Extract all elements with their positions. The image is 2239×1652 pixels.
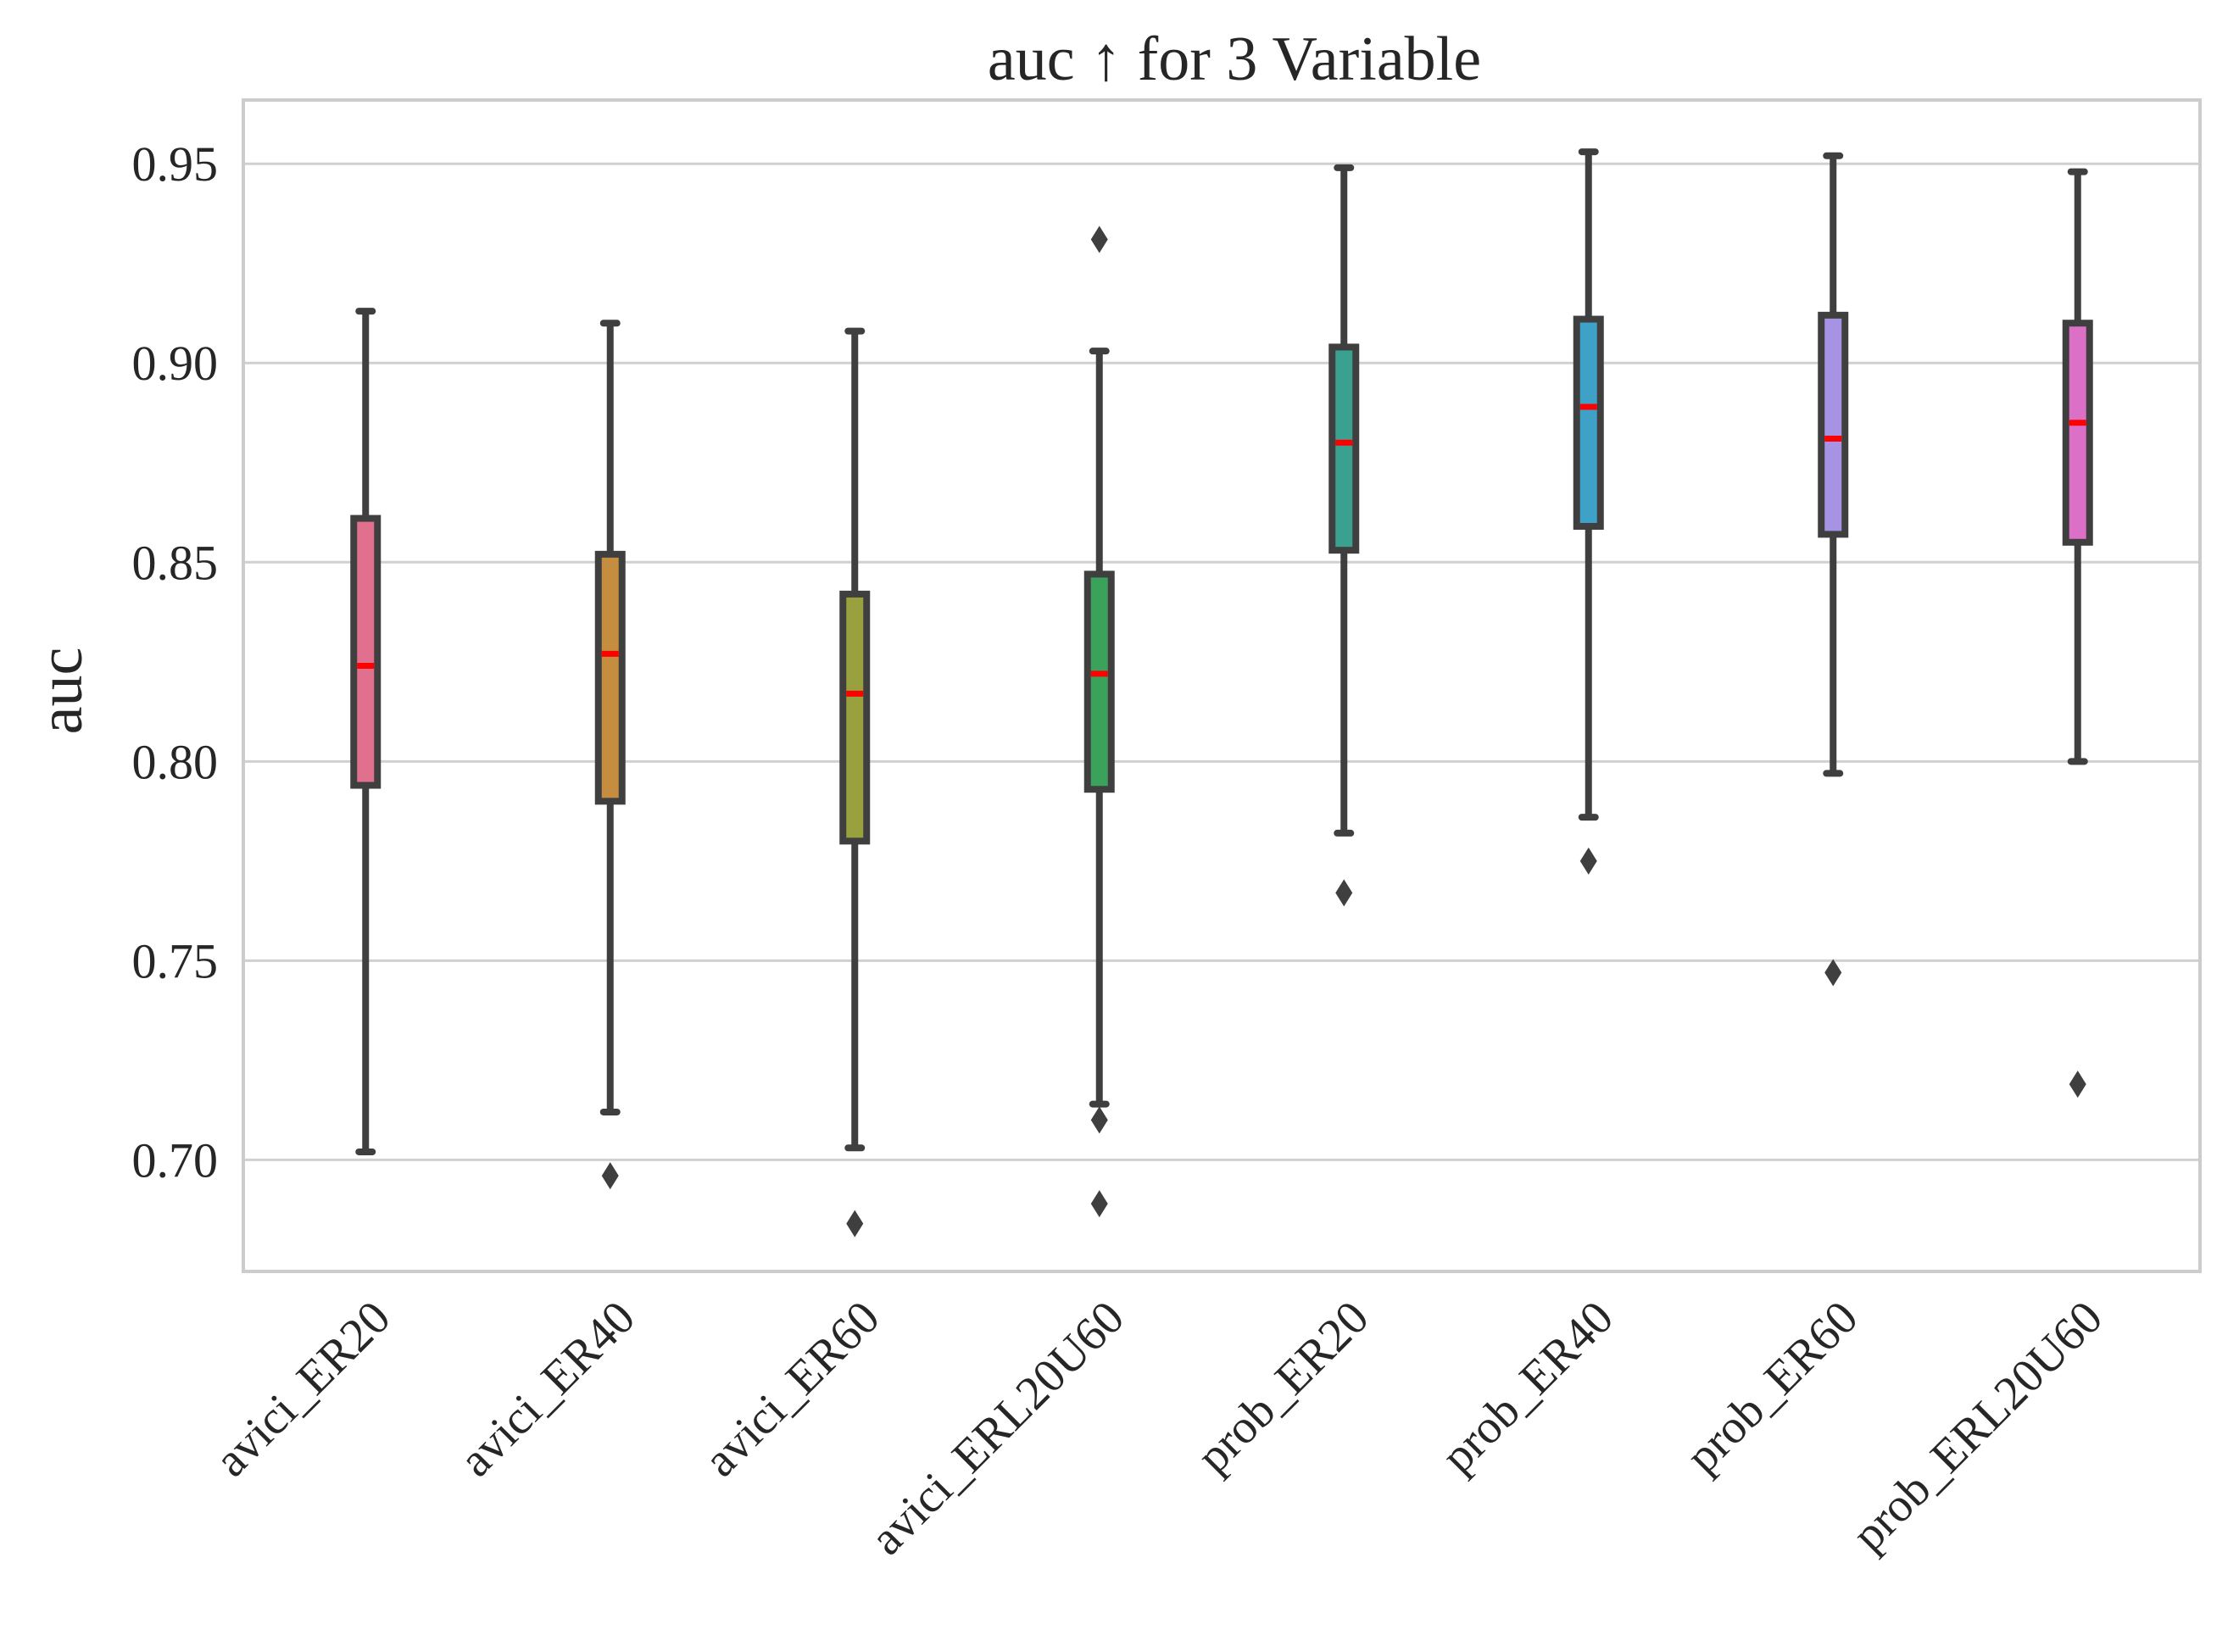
x-tick-label: prob_ER40 xyxy=(1432,1291,1624,1482)
outlier-point xyxy=(601,1162,619,1190)
x-axis-ticks: avici_ER20 avici_ER40 avici_ER60avici_ERL2… xyxy=(205,1291,2113,1565)
box xyxy=(1573,315,1604,530)
box-group-prob_ER20 xyxy=(1328,164,1360,907)
box-group-avici_ER60 xyxy=(839,327,871,1238)
y-tick-label: 0.90 xyxy=(132,336,219,391)
box xyxy=(1328,343,1360,554)
x-tick-label: prob_ERL20U60 xyxy=(1842,1291,2113,1561)
outlier-point xyxy=(1090,1106,1108,1134)
box xyxy=(2062,320,2093,546)
y-tick-label: 0.85 xyxy=(132,535,219,590)
box xyxy=(1083,570,1115,793)
box xyxy=(594,550,626,805)
box-group-prob_ER40 xyxy=(1573,148,1604,875)
box-group-avici_ERL20U60 xyxy=(1083,225,1115,1218)
outlier-point xyxy=(2069,1071,2086,1099)
x-tick-label: prob_ER60 xyxy=(1676,1291,1868,1482)
outlier-point xyxy=(1090,225,1108,253)
box xyxy=(350,515,382,789)
box xyxy=(839,590,871,845)
y-axis-label: auc xyxy=(26,648,96,735)
plot-frame xyxy=(242,98,2202,1273)
y-axis-ticks: 0.70 0.75 0.80 0.85 0.90 0.95 xyxy=(132,136,219,1188)
x-tick-label: avici_ERL20U60 xyxy=(861,1291,1134,1565)
outlier-point xyxy=(846,1210,864,1238)
y-tick-label: 0.75 xyxy=(132,933,219,988)
x-tick-label: avici_ER40 xyxy=(449,1291,645,1487)
outlier-point xyxy=(1824,959,1842,987)
x-tick-label: prob_ER20 xyxy=(1187,1291,1378,1482)
outlier-point xyxy=(1579,847,1597,875)
box-group-prob_ERL20U60 xyxy=(2062,168,2093,1099)
x-tick-label: avici_ER60 xyxy=(694,1291,890,1487)
box xyxy=(1818,311,1849,538)
box-group-avici_ER20 xyxy=(350,308,382,1155)
boxes xyxy=(350,148,2093,1238)
chart-title: auc ↑ for 3 Variable xyxy=(988,25,1481,94)
y-tick-label: 0.95 xyxy=(132,136,219,192)
outlier-point xyxy=(1090,1190,1108,1218)
box-group-avici_ER40 xyxy=(594,320,626,1190)
outlier-point xyxy=(1335,879,1353,907)
y-tick-label: 0.70 xyxy=(132,1132,219,1188)
y-tick-label: 0.80 xyxy=(132,734,219,789)
x-tick-label: avici_ER20 xyxy=(205,1291,401,1487)
grid-lines xyxy=(243,162,2200,1161)
box-group-prob_ER60 xyxy=(1818,152,1849,987)
